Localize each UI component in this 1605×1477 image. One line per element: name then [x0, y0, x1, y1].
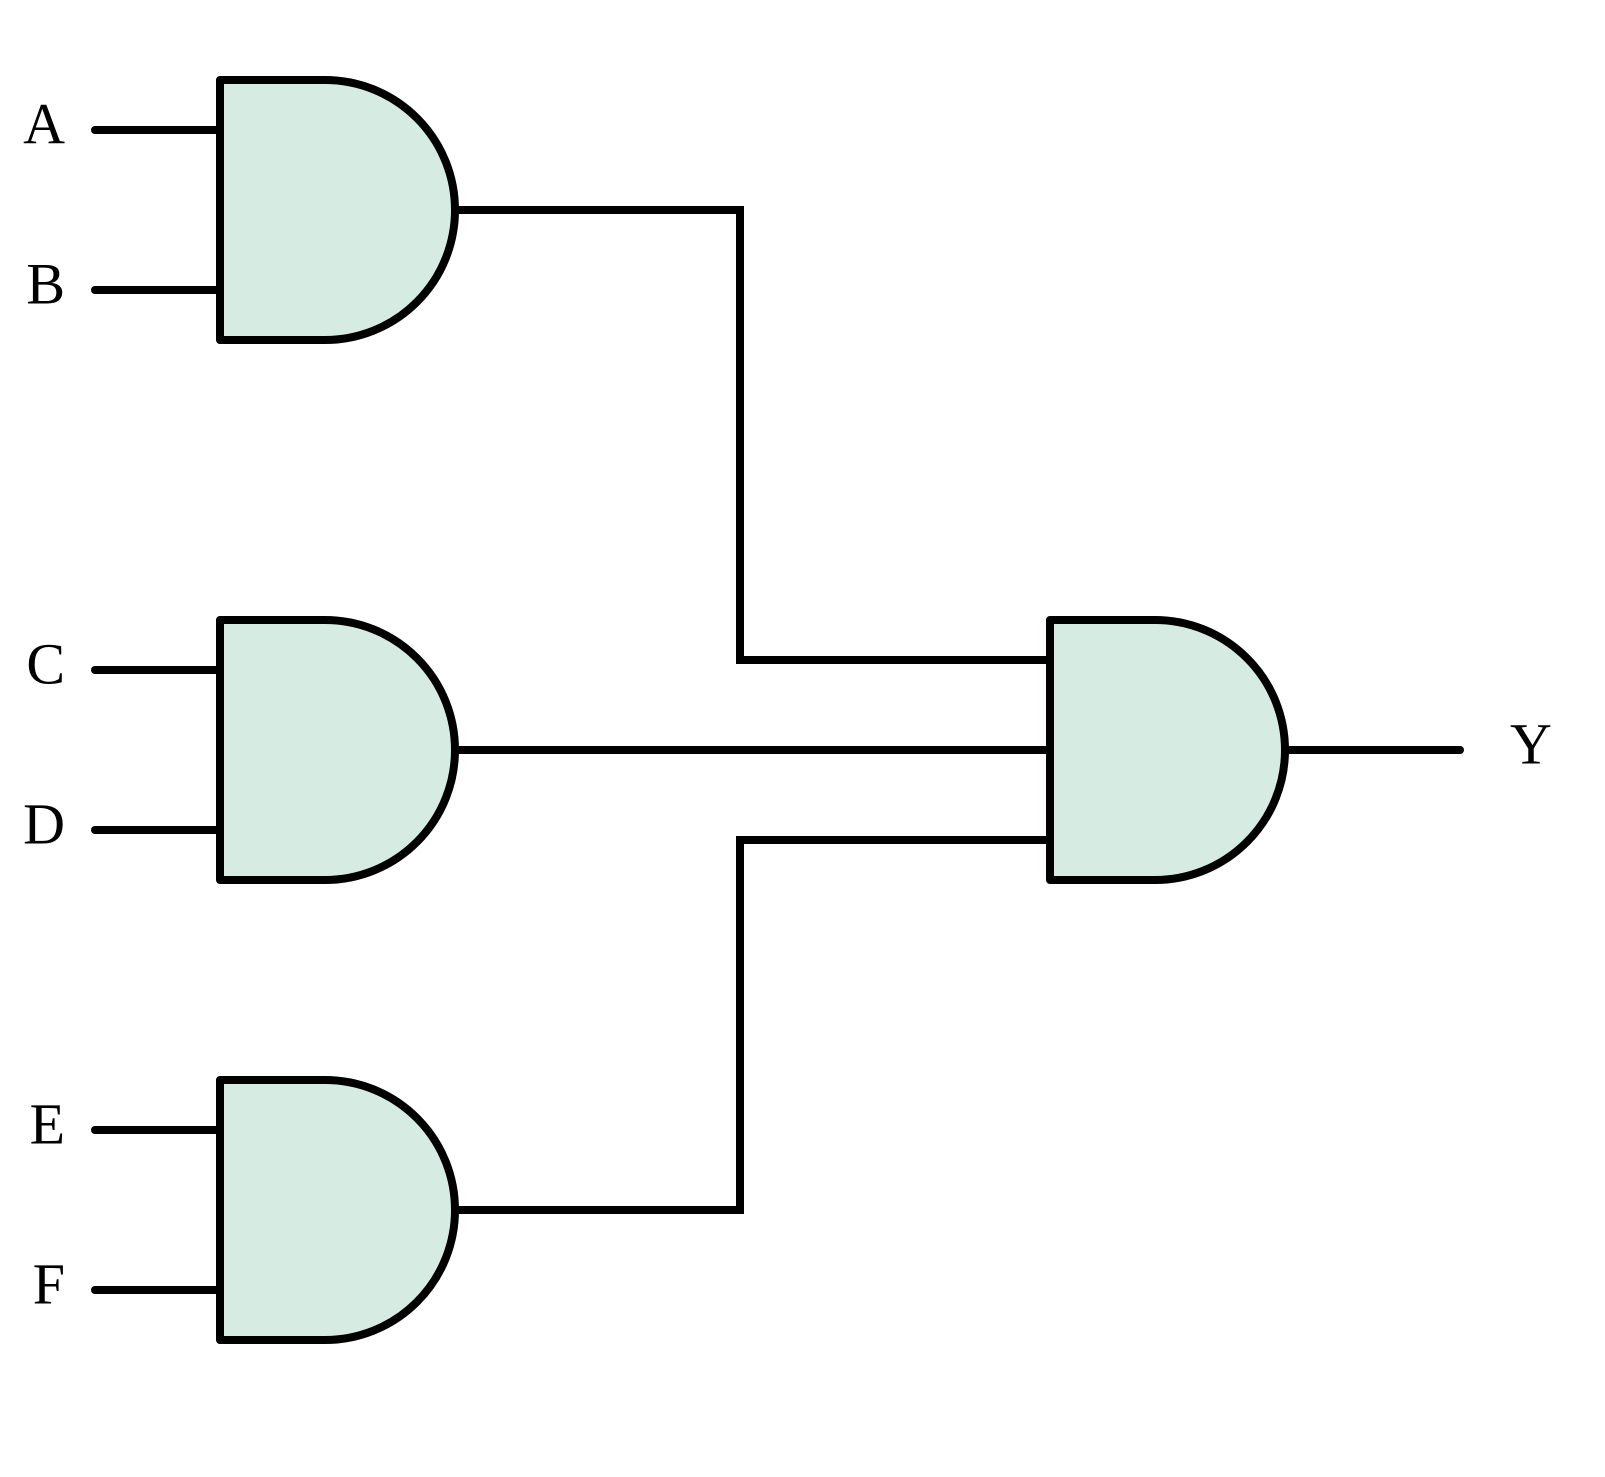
and-gate-g1: [220, 80, 455, 340]
label-input-E: E: [30, 1091, 65, 1156]
and-gate-g4: [1050, 620, 1285, 880]
and-gate-g2: [220, 620, 455, 880]
wire-g1-to-g4: [455, 210, 1050, 660]
label-output-Y: Y: [1510, 711, 1552, 776]
and-gate-g3: [220, 1080, 455, 1340]
label-input-D: D: [23, 791, 65, 856]
label-input-C: C: [26, 631, 65, 696]
label-input-A: A: [23, 91, 65, 156]
label-input-B: B: [26, 251, 65, 316]
label-input-F: F: [33, 1251, 65, 1316]
wire-g3-to-g4: [455, 840, 1050, 1210]
